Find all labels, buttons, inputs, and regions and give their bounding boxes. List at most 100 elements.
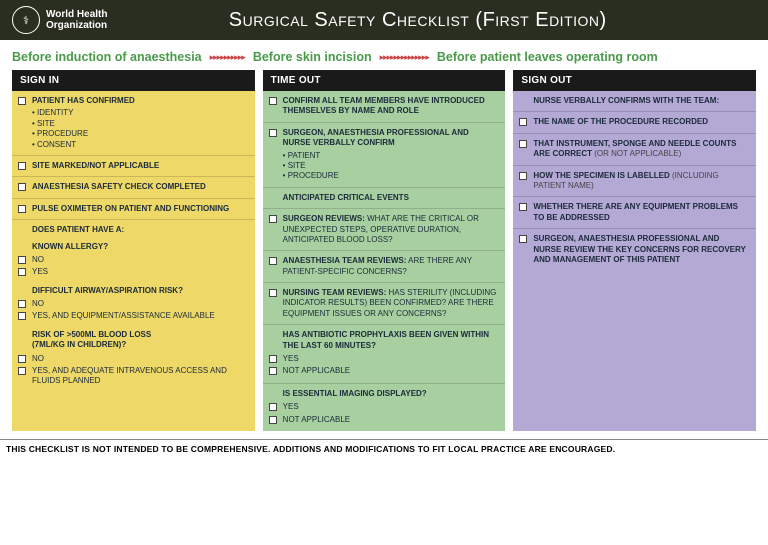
checkbox[interactable]: [269, 97, 277, 105]
item-nurse-confirms: NURSE VERBALLY CONFIRMS WITH THE TEAM:: [513, 91, 756, 112]
bullet: PATIENT: [283, 151, 498, 161]
item-text: ANTICIPATED CRITICAL EVENTS: [283, 193, 498, 203]
checkbox[interactable]: [18, 312, 26, 320]
q-blood-loss: RISK OF >500ML BLOOD LOSS (7ML/KG IN CHI…: [18, 330, 247, 388]
checkbox[interactable]: [269, 367, 277, 375]
checkbox[interactable]: [269, 403, 277, 411]
footer-note: THIS CHECKLIST IS NOT INTENDED TO BE COM…: [0, 439, 768, 458]
option: NO: [32, 354, 44, 364]
bullet: PROCEDURE: [32, 129, 247, 139]
item-imaging: IS ESSENTIAL IMAGING DISPLAYED? YES NOT …: [263, 384, 506, 431]
item-surgeon-reviews: SURGEON REVIEWS: WHAT ARE THE CRITICAL O…: [263, 209, 506, 251]
checkbox[interactable]: [18, 256, 26, 264]
item-specimen: HOW THE SPECIMEN IS LABELLED (INCLUDING …: [513, 166, 756, 198]
checkbox[interactable]: [269, 257, 277, 265]
checkbox[interactable]: [519, 203, 527, 211]
option: YES: [32, 267, 48, 277]
checkbox[interactable]: [269, 355, 277, 363]
item-bold: HOW THE SPECIMEN IS LABELLED: [533, 171, 669, 180]
item-equipment: WHETHER THERE ARE ANY EQUIPMENT PROBLEMS…: [513, 197, 756, 229]
item-pulse-oximeter: PULSE OXIMETER ON PATIENT AND FUNCTIONIN…: [12, 199, 255, 220]
item-title: IS ESSENTIAL IMAGING DISPLAYED?: [283, 389, 498, 399]
col-time-out: TIME OUT CONFIRM ALL TEAM MEMBERS HAVE I…: [263, 70, 506, 431]
phase-2-label: Before skin incision: [253, 50, 372, 64]
checkbox[interactable]: [18, 162, 26, 170]
item-nursing-reviews: NURSING TEAM REVIEWS: HAS STERILITY (INC…: [263, 283, 506, 325]
item-patient-confirmed: PATIENT HAS CONFIRMED IDENTITY SITE PROC…: [12, 91, 255, 156]
item-anaesthesia-reviews: ANAESTHESIA TEAM REVIEWS: ARE THERE ANY …: [263, 251, 506, 283]
col-body-sign-in: PATIENT HAS CONFIRMED IDENTITY SITE PROC…: [12, 91, 255, 431]
arrows-2: ▸▸▸▸▸▸▸▸▸▸▸▸▸▸: [380, 52, 429, 63]
q-allergy: KNOWN ALLERGY? NO YES: [18, 242, 247, 279]
q-airway: DIFFICULT AIRWAY/ASPIRATION RISK? NO YES…: [18, 286, 247, 323]
arrows-1: ▸▸▸▸▸▸▸▸▸▸: [210, 52, 245, 63]
item-text: NURSE VERBALLY CONFIRMS WITH THE TEAM:: [533, 96, 748, 106]
org-line1: World Health: [46, 9, 107, 20]
checkbox[interactable]: [18, 183, 26, 191]
checkbox[interactable]: [18, 205, 26, 213]
item-title: HAS ANTIBIOTIC PROPHYLAXIS BEEN GIVEN WI…: [283, 330, 498, 351]
checkbox[interactable]: [519, 235, 527, 243]
item-text: PULSE OXIMETER ON PATIENT AND FUNCTIONIN…: [32, 204, 247, 214]
col-sign-in: SIGN IN PATIENT HAS CONFIRMED IDENTITY S…: [12, 70, 255, 431]
col-body-sign-out: NURSE VERBALLY CONFIRMS WITH THE TEAM: T…: [513, 91, 756, 431]
phase-1-label: Before induction of anaesthesia: [12, 50, 202, 64]
q-title: DIFFICULT AIRWAY/ASPIRATION RISK?: [32, 286, 247, 296]
bullet: CONSENT: [32, 140, 247, 150]
item-text: SITE MARKED/NOT APPLICABLE: [32, 161, 247, 171]
q-title: RISK OF >500ML BLOOD LOSS (7ML/KG IN CHI…: [32, 330, 247, 351]
item-anticipated: ANTICIPATED CRITICAL EVENTS: [263, 188, 506, 209]
header-bar: ⚕ World Health Organization Surgical Saf…: [0, 0, 768, 40]
option: YES, AND EQUIPMENT/ASSISTANCE AVAILABLE: [32, 311, 215, 321]
item-text: THE NAME OF THE PROCEDURE RECORDED: [533, 117, 748, 127]
q-header: DOES PATIENT HAVE A:: [32, 225, 124, 235]
item-verbally-confirm: SURGEON, ANAESTHESIA PROFESSIONAL AND NU…: [263, 123, 506, 188]
item-text: ANAESTHESIA SAFETY CHECK COMPLETED: [32, 182, 247, 192]
bullet: SITE: [32, 119, 247, 129]
checkbox[interactable]: [269, 129, 277, 137]
col-header-sign-out: SIGN OUT: [513, 70, 756, 91]
checkbox[interactable]: [519, 118, 527, 126]
checkbox[interactable]: [269, 416, 277, 424]
checkbox[interactable]: [18, 355, 26, 363]
q-title: KNOWN ALLERGY?: [32, 242, 247, 252]
checkbox[interactable]: [18, 97, 26, 105]
item-text: WHETHER THERE ARE ANY EQUIPMENT PROBLEMS…: [533, 202, 748, 223]
option: YES, AND ADEQUATE INTRAVENOUS ACCESS AND…: [32, 366, 247, 387]
col-header-sign-in: SIGN IN: [12, 70, 255, 91]
checkbox[interactable]: [269, 215, 277, 223]
bullet: SITE: [283, 161, 498, 171]
checkbox[interactable]: [519, 172, 527, 180]
item-counts: THAT INSTRUMENT, SPONGE AND NEEDLE COUNT…: [513, 134, 756, 166]
checkbox[interactable]: [18, 367, 26, 375]
who-logo: ⚕ World Health Organization: [12, 6, 107, 34]
page-title: Surgical Safety Checklist (First Edition…: [119, 9, 716, 32]
bullet: IDENTITY: [32, 108, 247, 118]
item-text: CONFIRM ALL TEAM MEMBERS HAVE INTRODUCED…: [283, 96, 498, 117]
col-sign-out: SIGN OUT NURSE VERBALLY CONFIRMS WITH TH…: [513, 70, 756, 431]
q-title-sub: (7ML/KG IN CHILDREN)?: [32, 340, 126, 349]
item-note: (OR NOT APPLICABLE): [592, 149, 681, 158]
item-confirm-team: CONFIRM ALL TEAM MEMBERS HAVE INTRODUCED…: [263, 91, 506, 123]
option: YES: [283, 402, 299, 412]
item-title: SURGEON, ANAESTHESIA PROFESSIONAL AND NU…: [283, 128, 498, 149]
item-title: PATIENT HAS CONFIRMED: [32, 96, 247, 106]
option: NO: [32, 255, 44, 265]
org-line2: Organization: [46, 20, 107, 31]
item-recovery: SURGEON, ANAESTHESIA PROFESSIONAL AND NU…: [513, 229, 756, 270]
checkbox[interactable]: [18, 268, 26, 276]
checkbox[interactable]: [519, 140, 527, 148]
option: YES: [283, 354, 299, 364]
who-icon: ⚕: [12, 6, 40, 34]
item-antibiotic: HAS ANTIBIOTIC PROPHYLAXIS BEEN GIVEN WI…: [263, 325, 506, 384]
checkbox[interactable]: [269, 289, 277, 297]
checkbox[interactable]: [18, 300, 26, 308]
bullet: PROCEDURE: [283, 171, 498, 181]
phase-row: Before induction of anaesthesia ▸▸▸▸▸▸▸▸…: [0, 40, 768, 70]
q-title-main: RISK OF >500ML BLOOD LOSS: [32, 330, 151, 339]
item-bold: NURSING TEAM REVIEWS:: [283, 288, 387, 297]
phase-3-label: Before patient leaves operating room: [437, 50, 658, 64]
who-text: World Health Organization: [46, 9, 107, 31]
question-group: DOES PATIENT HAVE A: KNOWN ALLERGY? NO Y…: [12, 220, 255, 400]
item-procedure-name: THE NAME OF THE PROCEDURE RECORDED: [513, 112, 756, 133]
